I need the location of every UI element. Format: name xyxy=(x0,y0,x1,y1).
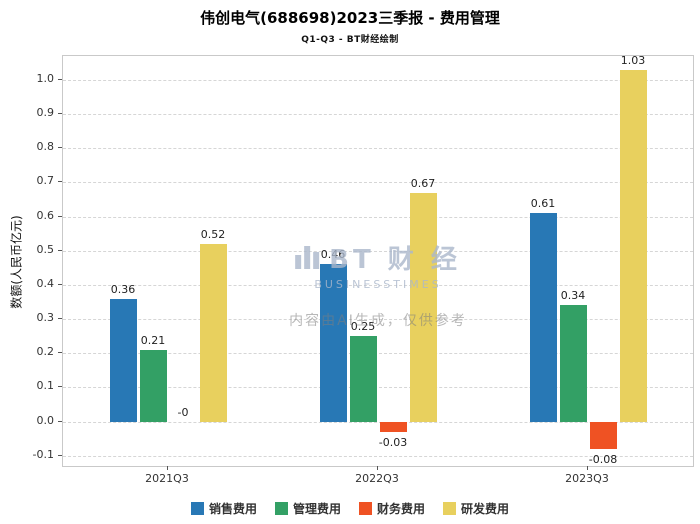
legend-label: 管理费用 xyxy=(292,502,341,516)
y-tick-mark xyxy=(58,215,62,217)
bar-value-label: -0.03 xyxy=(378,435,408,449)
y-tick-label: 0.3 xyxy=(36,311,55,325)
bt-logo-icon xyxy=(295,246,320,269)
y-tick-label: 0.4 xyxy=(36,276,55,290)
bar-admin-2022q3 xyxy=(349,336,377,422)
bar-finance-2023q3 xyxy=(589,421,617,449)
y-tick-label: 1.0 xyxy=(36,71,55,85)
y-tick-label: 0.0 xyxy=(36,413,55,427)
legend: 销售费用 管理费用 财务费用 研发费用 xyxy=(0,500,700,517)
y-tick-mark xyxy=(58,113,62,115)
bar-value-label: 0.52 xyxy=(200,227,226,241)
gridline xyxy=(63,284,693,286)
bar-value-label: 0.67 xyxy=(410,176,436,190)
x-tick-mark xyxy=(167,466,168,470)
gridline xyxy=(63,216,693,218)
gridline xyxy=(63,353,693,355)
y-tick-label: 0.9 xyxy=(36,106,55,120)
bar-sales-2022q3 xyxy=(319,264,347,422)
plot-area: BT 财 经 BUSINESSTIMES 内容由AI生成，仅供参考 0.36 0.… xyxy=(62,53,694,467)
y-tick-mark xyxy=(58,318,62,320)
gridline xyxy=(63,114,693,116)
y-tick-mark xyxy=(58,249,62,251)
legend-item-sales: 销售费用 xyxy=(190,500,257,517)
legend-item-rd: 研发费用 xyxy=(443,500,509,517)
legend-label: 财务费用 xyxy=(377,502,426,516)
bar-value-label: 0.34 xyxy=(560,289,586,303)
legend-item-finance: 财务费用 xyxy=(359,500,425,517)
gridline xyxy=(63,421,693,423)
bar-value-label: 0.21 xyxy=(140,333,166,347)
bar-finance-2022q3 xyxy=(379,421,407,432)
bar-rd-2022q3 xyxy=(409,192,437,422)
bar-value-label: 0.61 xyxy=(530,197,556,211)
bar-value-label: 0.46 xyxy=(320,248,346,262)
y-tick-label: 0.5 xyxy=(36,242,55,256)
y-tick-label: 0.7 xyxy=(36,174,55,188)
legend-swatch xyxy=(359,502,372,515)
bar-value-label: -0 xyxy=(177,405,189,419)
y-tick-mark xyxy=(58,352,62,354)
y-tick-mark xyxy=(58,181,62,183)
y-tick-label: 0.1 xyxy=(36,379,55,393)
legend-item-admin: 管理费用 xyxy=(274,500,341,517)
gridline xyxy=(63,79,693,81)
watermark-logo-text: BT 财 经 xyxy=(329,245,461,275)
bar-sales-2023q3 xyxy=(529,213,557,422)
legend-swatch xyxy=(443,502,457,515)
chart-subtitle: Q1-Q3 - BT财经绘制 xyxy=(301,35,399,45)
x-tick-label: 2022Q3 xyxy=(355,472,399,485)
bar-value-label: -0.08 xyxy=(588,452,618,466)
bar-sales-2021q3 xyxy=(109,298,137,422)
chart-title: 伟创电气(688698)2023三季报 - 费用管理 xyxy=(200,9,500,27)
bar-rd-2021q3 xyxy=(199,243,227,422)
x-tick-label: 2021Q3 xyxy=(145,472,189,485)
bar-value-label: 0.36 xyxy=(110,282,136,296)
bar-value-label: 1.03 xyxy=(620,53,646,67)
bar-rd-2023q3 xyxy=(619,69,647,422)
legend-swatch xyxy=(190,502,204,515)
y-tick-label: -0.1 xyxy=(32,447,54,461)
y-axis-label: 数额(人民币亿元) xyxy=(9,215,24,309)
y-tick-mark xyxy=(58,454,62,456)
y-tick-mark xyxy=(58,147,62,149)
gridline xyxy=(63,319,693,321)
legend-swatch xyxy=(274,502,288,515)
y-tick-label: 0.6 xyxy=(36,208,55,222)
x-tick-mark xyxy=(587,466,588,470)
legend-label: 销售费用 xyxy=(208,502,257,516)
x-tick-label: 2023Q3 xyxy=(565,472,609,485)
legend-label: 研发费用 xyxy=(461,502,510,516)
x-tick-mark xyxy=(377,466,378,470)
gridline xyxy=(63,182,693,184)
y-tick-label: 0.8 xyxy=(36,140,55,154)
bar-value-label: 0.25 xyxy=(350,320,376,334)
bar-admin-2023q3 xyxy=(559,305,587,422)
y-tick-mark xyxy=(58,386,62,388)
gridline xyxy=(63,455,693,457)
y-tick-mark xyxy=(58,420,62,422)
gridline xyxy=(63,387,693,389)
gridline xyxy=(63,148,693,150)
y-tick-mark xyxy=(58,78,62,80)
y-tick-mark xyxy=(58,283,62,285)
bar-admin-2021q3 xyxy=(139,349,167,422)
gridline xyxy=(63,250,693,252)
y-tick-label: 0.2 xyxy=(36,345,55,359)
